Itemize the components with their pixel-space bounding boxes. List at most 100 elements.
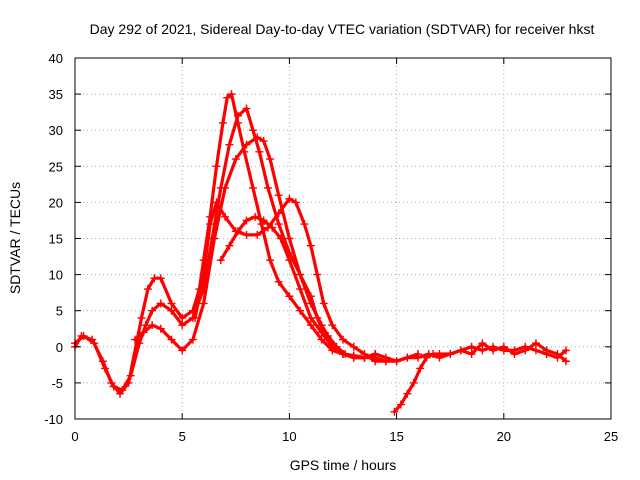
data-point: [212, 162, 221, 171]
y-tick-label: 35: [49, 87, 63, 102]
data-point: [328, 342, 337, 351]
data-point: [456, 346, 465, 355]
data-point: [268, 223, 277, 232]
data-point: [478, 339, 487, 348]
y-axis-label: SDTVAR / TECUs: [7, 182, 23, 294]
data-point: [167, 306, 176, 315]
data-point: [317, 321, 326, 330]
axis-ticks: 0 5 10 15 20 25 -10 -5 0 5 10 15 20 25 30 35 40: [44, 51, 618, 444]
data-point: [339, 335, 347, 344]
data-point: [371, 350, 380, 359]
data-point: [313, 270, 322, 279]
series-line: [133, 135, 377, 360]
data-point: [521, 346, 530, 355]
x-axis-label: GPS time / hours: [290, 457, 397, 473]
data-point: [435, 353, 444, 362]
data-point: [467, 342, 476, 351]
data-point: [227, 90, 236, 99]
series-track-5: [216, 212, 380, 362]
data-point: [478, 346, 487, 355]
x-tick-label: 0: [71, 429, 78, 444]
data-point: [248, 126, 257, 135]
data-point: [296, 270, 305, 279]
y-tick-label: 15: [49, 232, 63, 247]
data-point: [531, 339, 540, 348]
data-point: [218, 118, 227, 127]
data-point: [274, 277, 283, 286]
data-point: [242, 104, 251, 113]
data-point: [148, 321, 157, 330]
data-point: [143, 285, 152, 294]
x-tick-label: 15: [389, 429, 403, 444]
data-point: [101, 364, 110, 373]
data-point: [221, 212, 230, 221]
data-point: [285, 292, 294, 301]
data-point: [499, 342, 508, 351]
series-line: [219, 215, 377, 360]
data-point: [126, 371, 135, 380]
data-point: [199, 270, 208, 279]
data-point: [266, 256, 275, 265]
series-track-1: [71, 90, 423, 398]
data-point: [319, 299, 328, 308]
data-point: [167, 299, 176, 308]
data-point: [291, 198, 300, 207]
data-point: [467, 350, 476, 359]
data-point: [178, 321, 187, 330]
data-point: [416, 364, 425, 373]
data-point: [446, 350, 455, 359]
data-point: [360, 353, 369, 362]
data-point: [259, 216, 268, 225]
data-point: [139, 328, 148, 337]
data-point: [306, 321, 315, 330]
data-point: [396, 400, 405, 409]
data-point: [210, 234, 219, 243]
series-track-4: [191, 194, 390, 366]
data-point: [317, 328, 326, 337]
data-point: [349, 342, 358, 351]
data-point: [242, 230, 251, 239]
data-point: [371, 357, 380, 366]
data-point: [300, 220, 309, 229]
y-tick-label: -10: [44, 412, 63, 427]
x-tick-label: 25: [604, 429, 618, 444]
data-point: [409, 378, 418, 387]
data-point: [251, 212, 260, 221]
data-point: [206, 220, 215, 229]
data-point: [225, 241, 234, 250]
data-point: [274, 191, 283, 200]
series-track-7: [371, 339, 570, 366]
data-point: [424, 350, 433, 359]
data-point: [274, 209, 283, 218]
data-point: [306, 241, 315, 250]
data-point: [199, 299, 208, 308]
data-point: [233, 227, 242, 236]
data-point: [242, 216, 251, 225]
data-point: [259, 137, 268, 146]
data-point: [339, 350, 347, 359]
data-point: [109, 382, 118, 391]
data-point: [231, 155, 240, 164]
data-point: [253, 230, 262, 239]
data-series: [71, 90, 570, 416]
data-point: [489, 346, 498, 355]
data-point: [178, 313, 187, 322]
data-point: [561, 346, 570, 355]
data-point: [263, 183, 272, 192]
series-track-3: [131, 133, 380, 362]
data-point: [167, 335, 176, 344]
data-point: [90, 339, 99, 348]
data-point: [276, 234, 285, 243]
data-point: [137, 313, 146, 322]
data-point: [296, 306, 305, 315]
x-tick-label: 10: [282, 429, 296, 444]
data-point: [403, 389, 412, 398]
data-point: [216, 256, 225, 265]
data-point: [390, 407, 399, 416]
data-point: [148, 306, 157, 315]
data-point: [414, 353, 423, 362]
data-point: [296, 285, 305, 294]
data-point: [178, 346, 187, 355]
data-point: [253, 133, 262, 142]
